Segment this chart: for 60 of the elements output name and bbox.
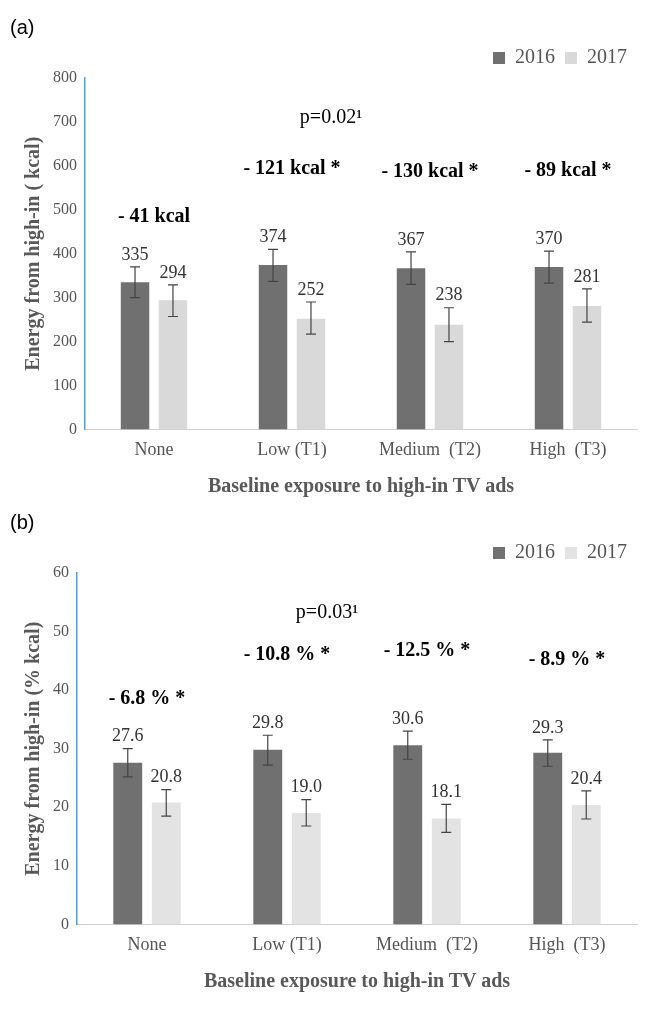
- y-tick-label: 800: [53, 68, 77, 86]
- chart-title: (b): [10, 510, 35, 533]
- x-axis-title: Baseline exposure to high-in TV ads: [203, 969, 511, 993]
- data-label: 335: [121, 243, 149, 264]
- y-tick-label: 400: [53, 243, 77, 261]
- data-label: 29.3: [532, 716, 564, 737]
- x-tick-label: None: [127, 933, 167, 954]
- y-tick-label: 20: [53, 797, 69, 815]
- x-tick-label: Low (T1): [252, 933, 322, 955]
- y-tick-label: 30: [53, 738, 69, 756]
- y-axis-title: Energy from high-in (% kcal): [21, 621, 45, 876]
- data-label: 367: [397, 228, 425, 249]
- y-axis-title: Energy from high-in ( kcal): [21, 136, 45, 371]
- annotation: - 89 kcal *: [524, 158, 612, 181]
- annotation: - 121 kcal *: [243, 156, 341, 179]
- legend-label: 2017: [587, 45, 627, 68]
- y-tick-label: 50: [53, 621, 69, 639]
- legend-label: 2017: [587, 540, 627, 563]
- x-tick-label: High (T3): [529, 438, 607, 460]
- x-tick-label: None: [134, 438, 174, 459]
- annotation: - 10.8 % *: [243, 642, 331, 665]
- y-tick-label: 100: [53, 375, 77, 393]
- data-label: 20.8: [150, 766, 182, 787]
- data-label: 19.0: [290, 776, 322, 797]
- data-label: 29.8: [252, 711, 284, 732]
- annotation: - 12.5 % *: [383, 638, 471, 661]
- y-tick-label: 600: [53, 156, 77, 174]
- y-tick-label: 300: [53, 287, 77, 305]
- y-tick-label: 500: [53, 199, 77, 217]
- y-tick-label: 700: [53, 112, 77, 130]
- chart-title: (a): [10, 15, 35, 38]
- y-tick-label: 0: [61, 914, 69, 932]
- data-label: 30.6: [392, 707, 424, 728]
- x-tick-label: High (T3): [528, 933, 606, 955]
- data-label: 370: [535, 227, 563, 248]
- data-label: 374: [259, 226, 287, 247]
- annotation: - 8.9 % *: [528, 647, 606, 670]
- legend-label: 2016: [515, 540, 555, 563]
- y-tick-label: 40: [53, 680, 69, 698]
- y-tick-label: 10: [53, 856, 69, 874]
- legend-label: 2016: [515, 45, 555, 68]
- data-label: 238: [435, 284, 463, 305]
- x-tick-label: Medium (T2): [376, 933, 478, 955]
- data-label: 281: [573, 265, 601, 286]
- data-label: 294: [159, 261, 187, 282]
- x-tick-label: Medium (T2): [379, 438, 481, 460]
- data-label: 20.4: [570, 767, 602, 788]
- data-label: 252: [297, 278, 325, 299]
- annotation: - 6.8 % *: [108, 685, 186, 708]
- data-label: 18.1: [430, 781, 462, 802]
- x-tick-label: Low (T1): [257, 438, 327, 460]
- x-axis-title: Baseline exposure to high-in TV ads: [207, 474, 515, 498]
- annotation: p=0.03¹: [295, 600, 359, 624]
- y-tick-label: 60: [53, 563, 69, 581]
- data-label: 27.6: [112, 725, 144, 746]
- annotation: - 41 kcal: [117, 204, 191, 227]
- y-tick-label: 0: [69, 419, 77, 437]
- y-tick-label: 200: [53, 331, 77, 349]
- annotation: p=0.02¹: [299, 105, 363, 129]
- annotation: - 130 kcal *: [381, 159, 479, 182]
